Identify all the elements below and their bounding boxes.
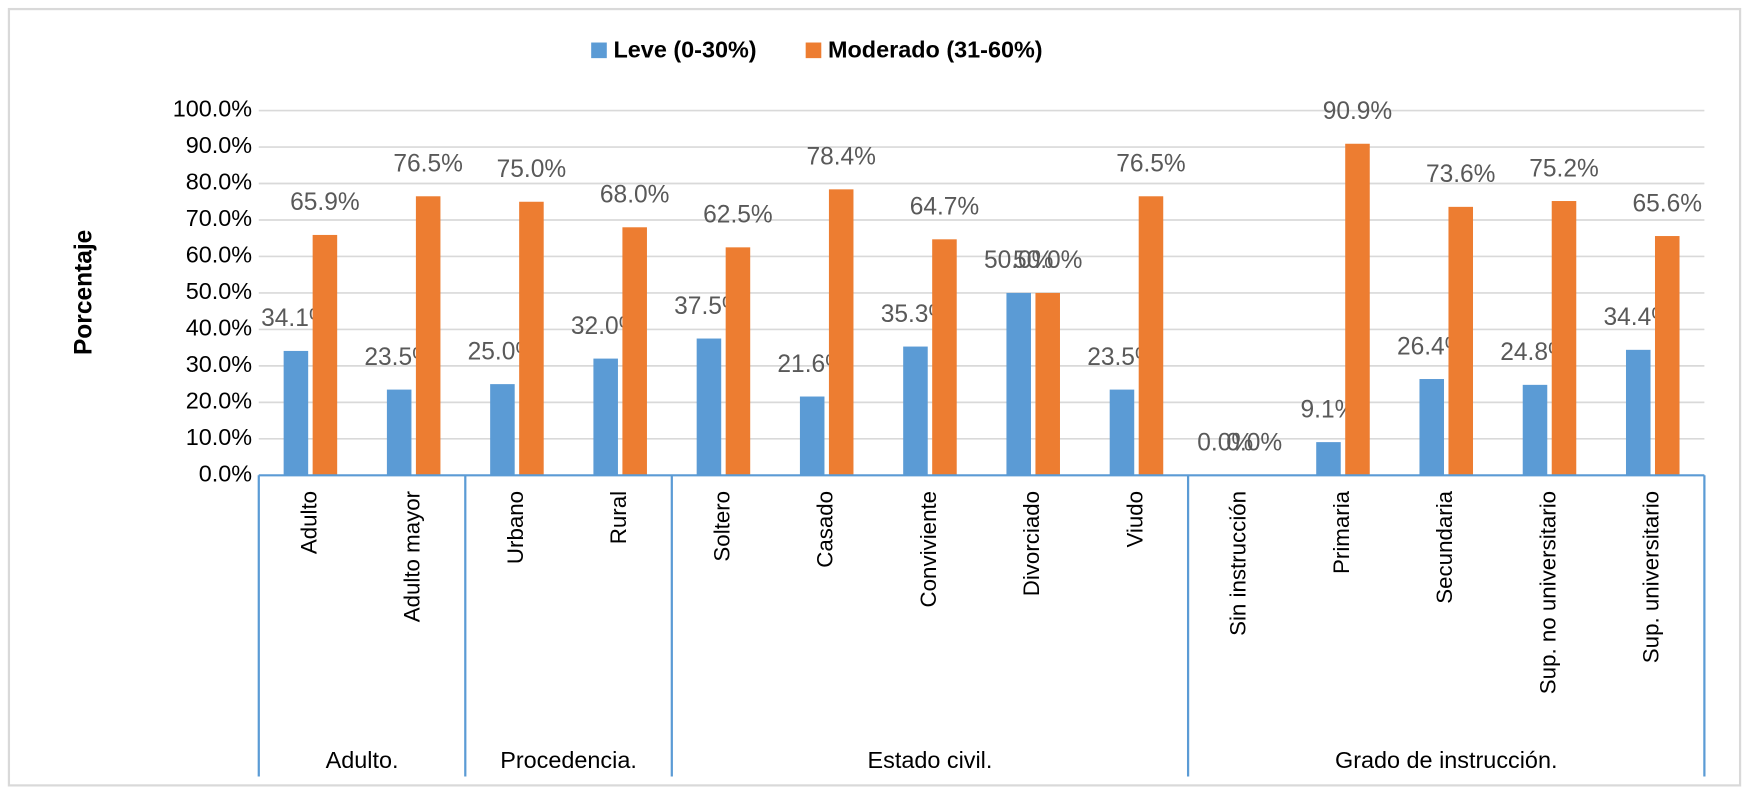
bar (519, 201, 544, 476)
x-tick-label: Casado (813, 491, 838, 568)
legend-swatch (805, 42, 822, 59)
y-tick-label: 50.0% (186, 278, 252, 304)
data-label: 64.7% (910, 194, 980, 221)
bar (312, 234, 338, 476)
x-tick-label: Secundaria (1432, 490, 1457, 603)
bar (1654, 236, 1680, 476)
bar (622, 227, 647, 476)
group-label: Procedencia. (500, 747, 637, 773)
bar (1551, 201, 1577, 476)
chart-border (7, 7, 1742, 787)
y-tick-label: 0.0% (199, 460, 252, 486)
bar (799, 396, 825, 476)
data-label: 65.9% (290, 189, 360, 216)
bar (1419, 379, 1445, 476)
x-tick-label: Viudo (1122, 491, 1147, 548)
bar (828, 189, 854, 476)
data-label: 50.0% (1013, 247, 1083, 274)
group-label: Grado de instrucción. (1335, 747, 1557, 773)
y-tick-label: 30.0% (186, 351, 252, 377)
bar (1109, 389, 1135, 476)
y-tick-label: 10.0% (186, 424, 252, 450)
legend-label: Moderado (31-60%) (828, 37, 1043, 63)
bar (932, 239, 957, 476)
bar (490, 384, 515, 476)
bar (283, 350, 309, 476)
x-tick-label: Soltero (709, 491, 734, 562)
bar (903, 346, 928, 476)
data-label: 75.2% (1529, 155, 1599, 182)
data-label: 65.6% (1632, 190, 1702, 217)
y-axis-label: Porcentaje (70, 230, 97, 355)
y-tick-label: 90.0% (186, 132, 252, 158)
data-label: 90.9% (1323, 98, 1393, 125)
data-label: 0.0% (1226, 430, 1282, 457)
data-label: 73.6% (1426, 161, 1496, 188)
data-label: 76.5% (393, 151, 463, 178)
x-tick-label: Adulto mayor (400, 490, 425, 622)
x-tick-label: Divorciado (1019, 491, 1044, 596)
y-tick-label: 40.0% (186, 315, 252, 341)
y-tick-label: 100.0% (173, 96, 252, 122)
legend-swatch (591, 42, 607, 59)
y-tick-label: 20.0% (186, 388, 252, 414)
bar (1035, 292, 1060, 476)
x-tick-label: Primaria (1329, 490, 1354, 574)
data-label: 68.0% (600, 182, 670, 209)
y-tick-label: 70.0% (186, 205, 252, 231)
x-tick-label: Sin instrucción (1226, 491, 1251, 636)
bar (1316, 442, 1341, 476)
y-tick-label: 80.0% (186, 169, 252, 195)
group-label: Estado civil. (868, 747, 993, 773)
bar (415, 196, 441, 476)
x-tick-label: Rural (606, 491, 631, 544)
x-tick-label: Adulto (296, 491, 321, 554)
bar (1625, 349, 1651, 476)
bar (1522, 384, 1548, 476)
x-tick-label: Sup. universitario (1639, 491, 1664, 663)
bar (1006, 292, 1031, 476)
bar (1345, 143, 1370, 476)
x-tick-label: Sup. no universitario (1535, 491, 1560, 694)
bar (386, 389, 412, 476)
bar (593, 358, 618, 476)
data-label: 78.4% (806, 144, 876, 171)
bar (725, 247, 751, 476)
bar (696, 338, 722, 476)
data-label: 76.5% (1116, 151, 1186, 178)
y-tick-label: 60.0% (186, 242, 252, 268)
bar (1138, 196, 1164, 476)
group-label: Adulto. (326, 747, 399, 773)
data-label: 0.0% (1197, 430, 1253, 457)
data-label: 62.5% (703, 202, 773, 229)
bar (1448, 206, 1474, 476)
data-label: 75.0% (497, 156, 567, 183)
data-label: 50.0% (984, 247, 1054, 274)
legend-label: Leve (0-30%) (613, 37, 756, 63)
x-tick-label: Urbano (503, 491, 528, 564)
x-tick-label: Conviviente (916, 491, 941, 608)
